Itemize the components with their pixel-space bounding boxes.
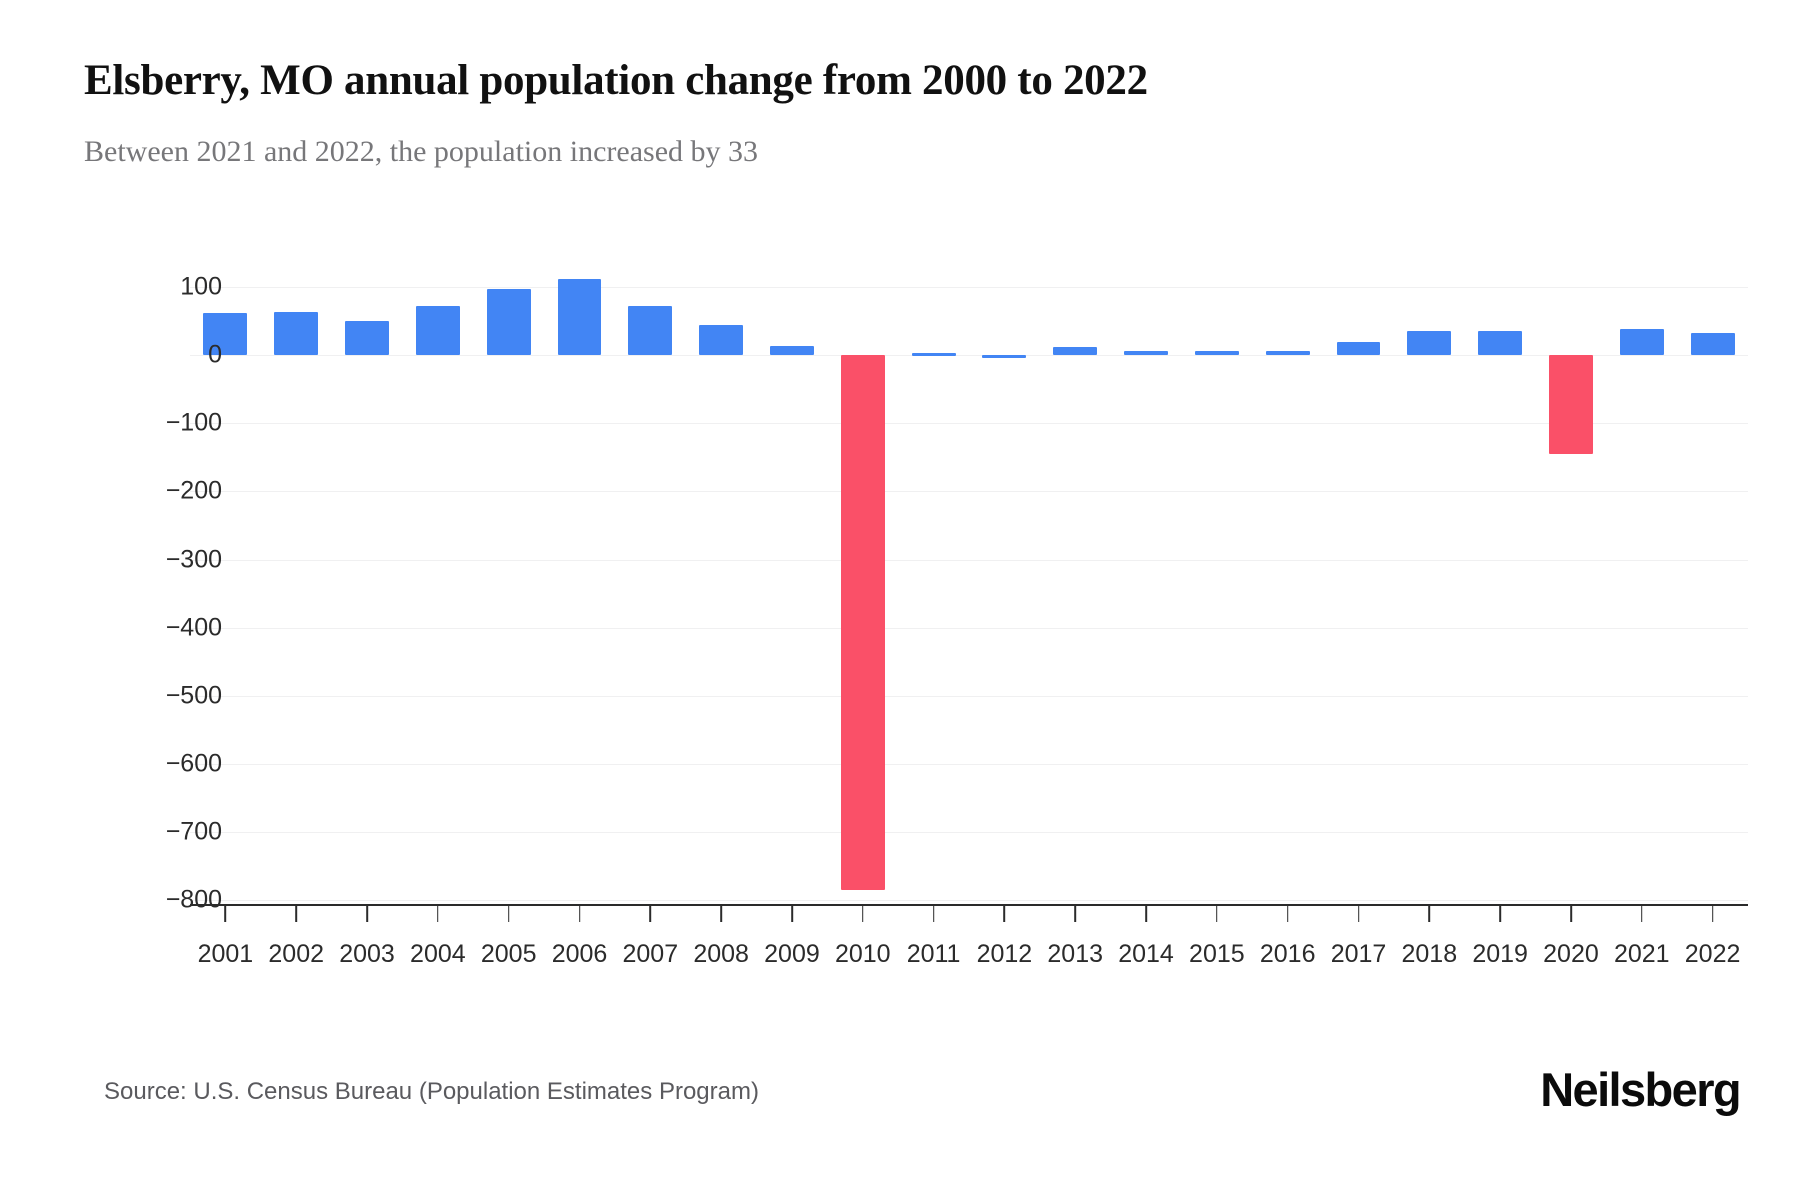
x-axis-tick-label: 2011	[906, 940, 961, 968]
gridline	[190, 627, 1748, 629]
bar-2001[interactable]	[203, 313, 248, 356]
y-axis-tick-label: 0	[208, 340, 222, 369]
bar-2017[interactable]	[1336, 341, 1381, 356]
x-axis-tick-label: 2013	[1047, 940, 1104, 968]
x-axis-tick-label: 2020	[1543, 940, 1599, 968]
bar-2006[interactable]	[557, 279, 602, 356]
x-axis-tick	[1216, 906, 1218, 922]
bar-2007[interactable]	[628, 306, 673, 356]
x-axis-tick	[507, 906, 510, 922]
page-subtitle: Between 2021 and 2022, the population in…	[84, 135, 759, 168]
x-axis-ticks	[190, 906, 1748, 922]
gridline	[190, 423, 1748, 425]
x-axis-tick	[295, 906, 298, 922]
x-axis-tick	[437, 906, 439, 922]
x-axis-tick	[224, 906, 227, 922]
gridline	[190, 287, 1748, 289]
y-axis-tick-label: −600	[165, 749, 222, 778]
bar-2003[interactable]	[345, 321, 389, 356]
x-axis-tick	[1711, 906, 1714, 922]
bar-2013[interactable]	[1053, 347, 1098, 356]
bar-2020[interactable]	[1549, 355, 1593, 455]
bar-2008[interactable]	[699, 324, 744, 356]
x-axis-tick-label: 2022	[1684, 940, 1741, 968]
x-axis-tick	[1357, 906, 1360, 922]
x-axis-tick	[366, 906, 368, 922]
y-axis-tick-label: −400	[165, 613, 222, 642]
x-axis-tick	[578, 906, 581, 922]
x-axis-tick-label: 2015	[1189, 940, 1245, 968]
bar-2012[interactable]	[982, 355, 1027, 358]
y-axis-tick-label: −800	[165, 885, 222, 914]
plot-area	[190, 260, 1748, 901]
x-axis-tick	[1640, 906, 1643, 922]
x-axis-tick-label: 2021	[1613, 940, 1670, 968]
x-axis-tick	[1428, 906, 1431, 922]
y-axis-tick-label: −300	[165, 545, 222, 574]
y-axis-tick-label: 100	[180, 272, 222, 301]
bar-2016[interactable]	[1265, 351, 1310, 356]
x-axis-tick-label: 2007	[622, 940, 679, 968]
x-axis-tick	[791, 906, 793, 922]
x-axis-tick	[1145, 906, 1147, 922]
x-axis-tick-label: 2002	[268, 940, 325, 968]
bar-2002[interactable]	[274, 311, 319, 356]
bar-2019[interactable]	[1478, 331, 1523, 356]
x-axis-labels: 2001 2002 2003 2004 2005 2006 2007 2008 2009 2010…	[190, 940, 1748, 980]
bar-2009[interactable]	[770, 346, 814, 356]
bar-2010[interactable]	[840, 355, 885, 890]
x-axis-tick-label: 2005	[480, 940, 537, 968]
x-axis-tick	[1570, 906, 1572, 922]
x-axis-tick-label: 2018	[1401, 940, 1458, 968]
bar-series	[190, 260, 1748, 900]
bar-2018[interactable]	[1407, 330, 1452, 356]
y-axis-tick-label: −700	[165, 817, 222, 846]
x-axis-tick-label: 2009	[764, 940, 820, 968]
y-axis-tick-label: −200	[165, 476, 222, 505]
x-axis-tick-label: 2014	[1118, 940, 1174, 968]
x-axis-tick	[1286, 906, 1289, 922]
gridline	[190, 355, 1748, 357]
page-title: Elsberry, MO annual population change fr…	[84, 57, 1148, 104]
x-axis-tick	[1499, 906, 1501, 922]
bar-2014[interactable]	[1124, 351, 1168, 356]
bar-2021[interactable]	[1619, 329, 1664, 356]
bar-2005[interactable]	[486, 289, 531, 356]
source-note: Source: U.S. Census Bureau (Population E…	[104, 1078, 759, 1105]
gridline	[190, 491, 1748, 493]
x-axis-line	[190, 904, 1748, 906]
y-axis-tick-label: −100	[165, 408, 222, 437]
neilsberg-logo: Neilsberg	[1540, 1063, 1741, 1116]
x-axis-tick-label: 2003	[339, 940, 395, 968]
x-axis-tick-label: 2001	[197, 940, 254, 968]
x-axis-tick-label: 2010	[834, 940, 891, 968]
gridline	[190, 763, 1748, 765]
x-axis-tick-label: 2004	[410, 940, 466, 968]
x-axis-tick	[861, 906, 864, 922]
x-axis-tick-label: 2006	[551, 940, 608, 968]
x-axis-tick	[932, 906, 935, 922]
x-axis-tick-label: 2017	[1330, 940, 1387, 968]
bar-2011[interactable]	[911, 353, 956, 356]
x-axis-tick	[720, 906, 722, 922]
x-axis-tick	[1003, 906, 1006, 922]
gridline	[190, 831, 1748, 833]
y-axis-tick-label: −500	[165, 681, 222, 710]
gridline	[190, 900, 1748, 901]
gridline	[190, 559, 1748, 561]
bar-2022[interactable]	[1690, 332, 1735, 356]
x-axis-tick	[1074, 906, 1077, 922]
bar-2004[interactable]	[415, 306, 460, 356]
x-axis-tick-label: 2012	[976, 940, 1033, 968]
gridline	[190, 695, 1748, 697]
bar-2015[interactable]	[1194, 350, 1239, 356]
x-axis-tick-label: 2016	[1259, 940, 1316, 968]
x-axis-tick-label: 2008	[693, 940, 749, 968]
x-axis-tick-label: 2019	[1472, 940, 1528, 968]
x-axis-tick	[649, 906, 652, 922]
